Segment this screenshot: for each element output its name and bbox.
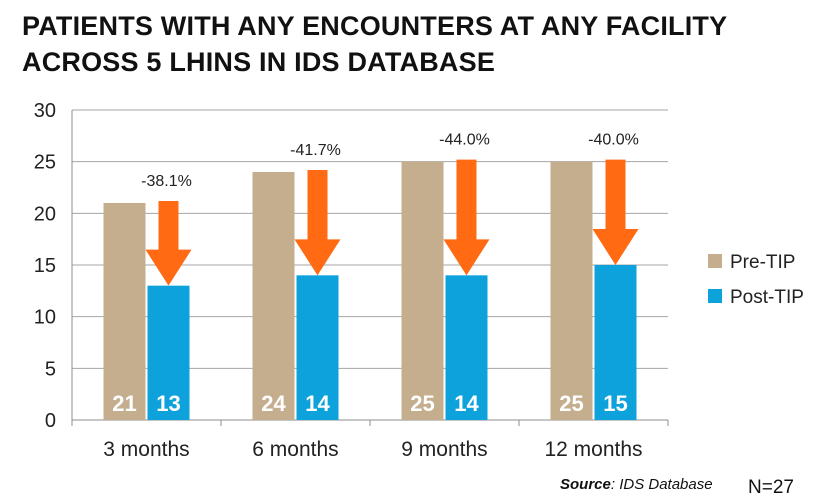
data-label-post-tip: 14 (454, 391, 479, 416)
data-labels: 21 13 3 months -38.1% 24 14 6 months -41.7% 25 14… (103, 132, 642, 461)
y-tick-label: 20 (34, 203, 56, 225)
data-label-post-tip: 15 (603, 391, 627, 416)
y-tick-label: 15 (34, 255, 56, 277)
bar-post-tip (445, 275, 488, 420)
down-arrow (592, 159, 639, 265)
percent-change-label: -44.0% (439, 132, 490, 149)
source-note: Source: IDS Database (560, 476, 713, 493)
source-text: : IDS Database (610, 476, 713, 493)
legend-label: Post-TIP (730, 287, 804, 308)
data-label-post-tip: 14 (305, 391, 330, 416)
bar-post-tip (147, 285, 190, 420)
chart-title: PATIENTS WITH ANY ENCOUNTERS AT ANY FACI… (22, 8, 822, 80)
data-label-pre-tip: 25 (559, 391, 583, 416)
percent-change-label: -38.1% (141, 173, 192, 190)
legend-label: Pre-TIP (730, 252, 795, 273)
data-label-pre-tip: 25 (410, 391, 434, 416)
y-tick-label: 30 (34, 100, 56, 122)
source-label: Source (560, 476, 611, 493)
down-arrow (294, 170, 341, 276)
y-tick-label: 10 (34, 307, 56, 329)
y-tick-label: 25 (34, 152, 56, 174)
bar-pre-tip (103, 203, 146, 420)
data-label-pre-tip: 24 (261, 391, 286, 416)
bar-pre-tip (252, 172, 295, 420)
sample-size: N=27 (748, 477, 794, 498)
down-arrow (443, 159, 490, 276)
legend-swatch (708, 254, 722, 268)
change-arrows (145, 159, 639, 286)
bars (103, 161, 637, 420)
percent-change-label: -41.7% (290, 142, 341, 159)
percent-change-label: -40.0% (588, 132, 639, 149)
bar-post-tip (296, 275, 339, 420)
legend-swatch (708, 289, 722, 303)
x-category-label: 3 months (103, 438, 189, 461)
bar-post-tip (594, 265, 637, 420)
bar-pre-tip (401, 161, 444, 420)
data-label-post-tip: 13 (156, 391, 180, 416)
chart-title-line-1: PATIENTS WITH ANY ENCOUNTERS AT ANY FACI… (22, 11, 728, 41)
chart-title-line-2: ACROSS 5 LHINS IN IDS DATABASE (22, 47, 496, 77)
y-tick-label: 5 (45, 358, 56, 380)
data-label-pre-tip: 21 (112, 391, 136, 416)
x-category-label: 6 months (252, 438, 338, 461)
bar-pre-tip (550, 161, 593, 420)
x-category-label: 9 months (401, 438, 487, 461)
down-arrow (145, 201, 192, 286)
y-tick-label: 0 (45, 410, 56, 432)
legend: Pre-TIP Post-TIP (708, 252, 804, 308)
x-category-label: 12 months (544, 438, 642, 461)
